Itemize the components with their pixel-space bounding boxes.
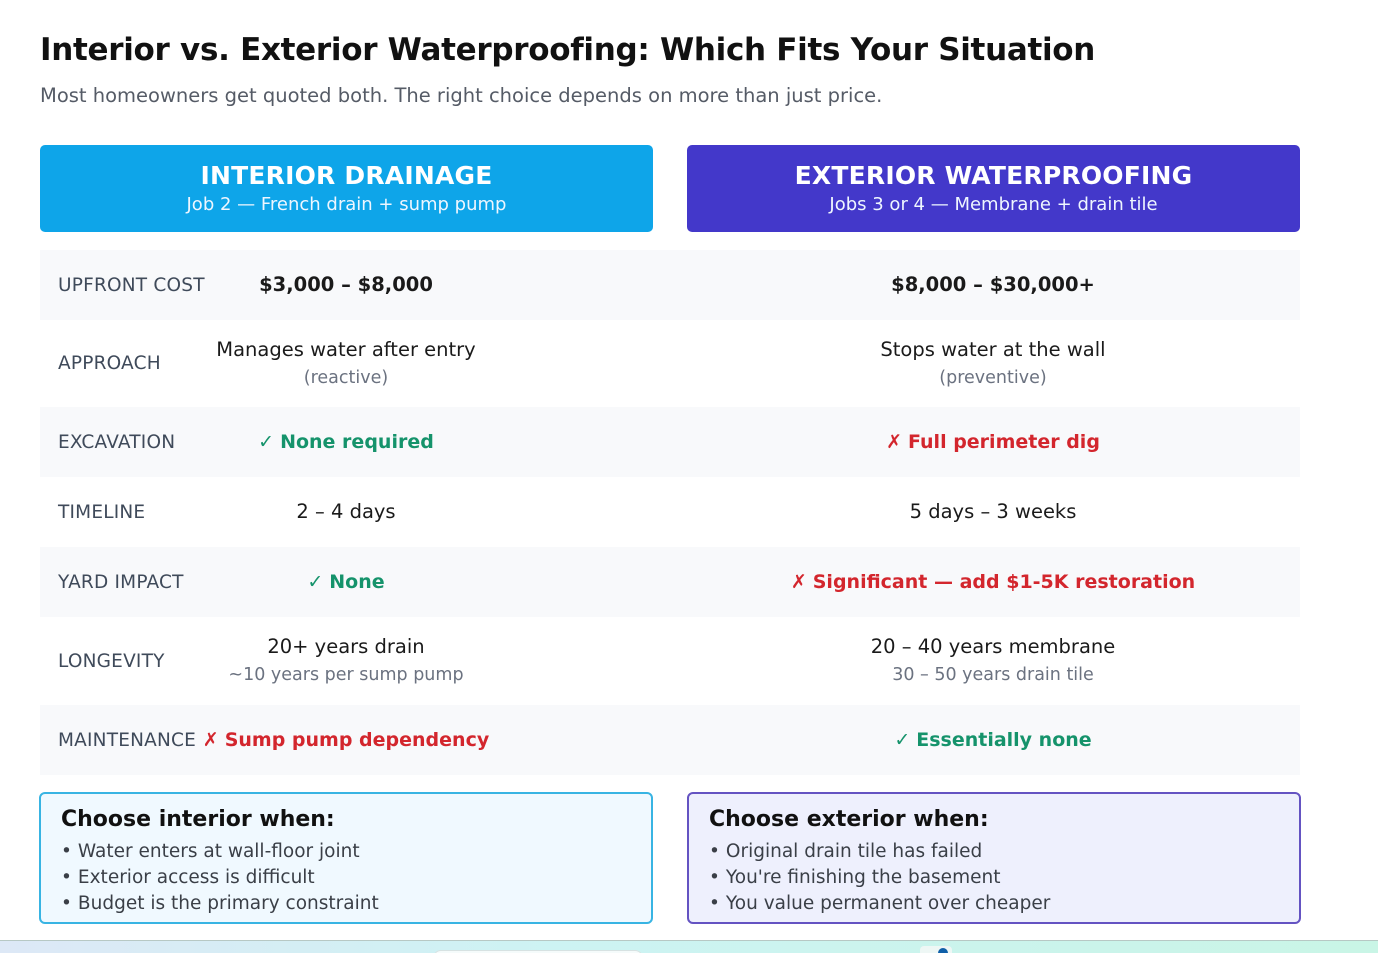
list-item: • Original drain tile has failed (709, 839, 1279, 865)
exterior-cell: ✗ Full perimeter dig (793, 431, 1193, 453)
interior-subvalue: ~10 years per sump pump (228, 665, 464, 685)
exterior-cell: ✓ Essentially none (793, 729, 1193, 751)
check-icon: ✓ (258, 431, 275, 453)
interior-cell: ✓ None required (146, 431, 546, 453)
exterior-header-title: EXTERIOR WATERPROOFING (794, 160, 1193, 190)
bullet-icon: • (709, 893, 720, 914)
list-item: • You're finishing the basement (709, 865, 1279, 891)
choose-interior-list: • Water enters at wall-floor joint • Exter… (61, 839, 631, 917)
exterior-value: Essentially none (916, 729, 1092, 751)
exterior-value: Stops water at the wall (880, 337, 1106, 361)
row-label: UPFRONT COST (58, 274, 205, 296)
exterior-cell: $8,000 – $30,000+ (793, 271, 1193, 299)
exterior-value: 20 – 40 years membrane (870, 635, 1116, 658)
exterior-value: Significant — add $1-5K restoration (812, 571, 1196, 593)
list-item-text: Exterior access is difficult (77, 867, 315, 888)
interior-header-title: INTERIOR DRAINAGE (200, 160, 493, 190)
interior-header-subtitle: Job 2 — French drain + sump pump (186, 193, 507, 215)
interior-cell: 20+ years drain ~10 years per sump pump (146, 633, 546, 689)
page-title: Interior vs. Exterior Waterproofing: Whi… (40, 32, 1096, 68)
interior-subvalue: (reactive) (303, 367, 389, 388)
interior-status: ✓ None (307, 571, 384, 593)
exterior-header-subtitle: Jobs 3 or 4 — Membrane + drain tile (829, 193, 1158, 215)
exterior-value: $8,000 – $30,000+ (891, 273, 1095, 296)
choose-exterior-title: Choose exterior when: (709, 807, 989, 832)
exterior-cell: ✗ Significant — add $1-5K restoration (791, 571, 1195, 593)
exterior-status: ✓ Essentially none (894, 729, 1091, 751)
table-row-upfront-cost: UPFRONT COST $3,000 – $8,000 $8,000 – $3… (40, 250, 1300, 320)
app-icon (938, 948, 948, 953)
interior-value: 20+ years drain (267, 635, 425, 658)
check-icon: ✓ (894, 729, 911, 751)
list-item: • Exterior access is difficult (61, 865, 631, 891)
table-row-longevity: LONGEVITY 20+ years drain ~10 years per … (40, 617, 1300, 705)
interior-value: None required (280, 431, 434, 453)
row-label: EXCAVATION (58, 431, 176, 453)
exterior-cell: 5 days – 3 weeks (793, 498, 1193, 526)
list-item: • Budget is the primary constraint (61, 891, 631, 917)
interior-cell: ✗ Sump pump dependency (146, 729, 546, 751)
exterior-subvalue: (preventive) (939, 367, 1047, 388)
cross-icon: ✗ (886, 431, 902, 453)
table-row-excavation: EXCAVATION ✓ None required ✗ Full perimete… (40, 407, 1300, 477)
bullet-icon: • (61, 867, 72, 888)
bullet-icon: • (61, 841, 72, 862)
row-label: APPROACH (58, 353, 161, 374)
interior-status: ✗ Sump pump dependency (203, 729, 489, 751)
comparison-table: UPFRONT COST $3,000 – $8,000 $8,000 – $3… (40, 250, 1300, 775)
interior-value: None (329, 571, 385, 593)
exterior-status: ✗ Full perimeter dig (886, 431, 1100, 453)
exterior-cell: 20 – 40 years membrane 30 – 50 years dra… (793, 633, 1193, 689)
interior-value: Manages water after entry (216, 337, 476, 361)
row-label: LONGEVITY (58, 650, 165, 672)
interior-cell: 2 – 4 days (146, 498, 546, 526)
interior-cell: Manages water after entry (reactive) (146, 336, 546, 392)
row-label: MAINTENANCE (58, 729, 197, 751)
table-row-maintenance: MAINTENANCE ✗ Sump pump dependency ✓ Essen… (40, 705, 1300, 775)
taskbar-app-button[interactable] (920, 946, 952, 953)
interior-cell: $3,000 – $8,000 (146, 271, 546, 299)
interior-value: Sump pump dependency (224, 729, 490, 751)
row-label: TIMELINE (58, 501, 146, 523)
choose-interior-title: Choose interior when: (61, 807, 335, 832)
os-taskbar (0, 940, 1378, 953)
table-row-yard-impact: YARD IMPACT ✓ None ✗ Significant — add $1-… (40, 547, 1300, 617)
exterior-status: ✗ Significant — add $1-5K restoration (791, 571, 1195, 593)
choose-exterior-box: Choose exterior when: • Original drain ti… (687, 792, 1301, 924)
exterior-subvalue: 30 – 50 years drain tile (892, 665, 1094, 685)
interior-value: $3,000 – $8,000 (259, 273, 433, 296)
exterior-cell: Stops water at the wall (preventive) (793, 336, 1193, 392)
bullet-icon: • (61, 893, 72, 914)
table-row-timeline: TIMELINE 2 – 4 days 5 days – 3 weeks (40, 477, 1300, 547)
row-label: YARD IMPACT (58, 571, 184, 593)
table-row-approach: APPROACH Manages water after entry (reac… (40, 320, 1300, 407)
list-item-text: You're finishing the basement (725, 867, 1001, 888)
page-subtitle: Most homeowners get quoted both. The rig… (40, 84, 883, 107)
list-item-text: Original drain tile has failed (725, 841, 983, 862)
list-item: • Water enters at wall-floor joint (61, 839, 631, 865)
choose-interior-box: Choose interior when: • Water enters at w… (39, 792, 653, 924)
interior-status: ✓ None required (258, 431, 434, 453)
interior-cell: ✓ None (146, 571, 546, 593)
interior-value: 2 – 4 days (296, 500, 396, 523)
exterior-waterproofing-header: EXTERIOR WATERPROOFING Jobs 3 or 4 — Mem… (687, 145, 1300, 232)
exterior-value: Full perimeter dig (908, 431, 1100, 453)
choose-exterior-list: • Original drain tile has failed • You're … (709, 839, 1279, 917)
list-item-text: Budget is the primary constraint (77, 893, 379, 914)
cross-icon: ✗ (790, 571, 807, 593)
interior-drainage-header: INTERIOR DRAINAGE Job 2 — French drain +… (40, 145, 653, 232)
check-icon: ✓ (307, 571, 324, 593)
bullet-icon: • (709, 841, 720, 862)
cross-icon: ✗ (202, 729, 219, 751)
exterior-value: 5 days – 3 weeks (909, 500, 1077, 523)
list-item-text: Water enters at wall-floor joint (77, 841, 360, 862)
list-item: • You value permanent over cheaper (709, 891, 1279, 917)
list-item-text: You value permanent over cheaper (725, 893, 1051, 914)
bullet-icon: • (709, 867, 720, 888)
